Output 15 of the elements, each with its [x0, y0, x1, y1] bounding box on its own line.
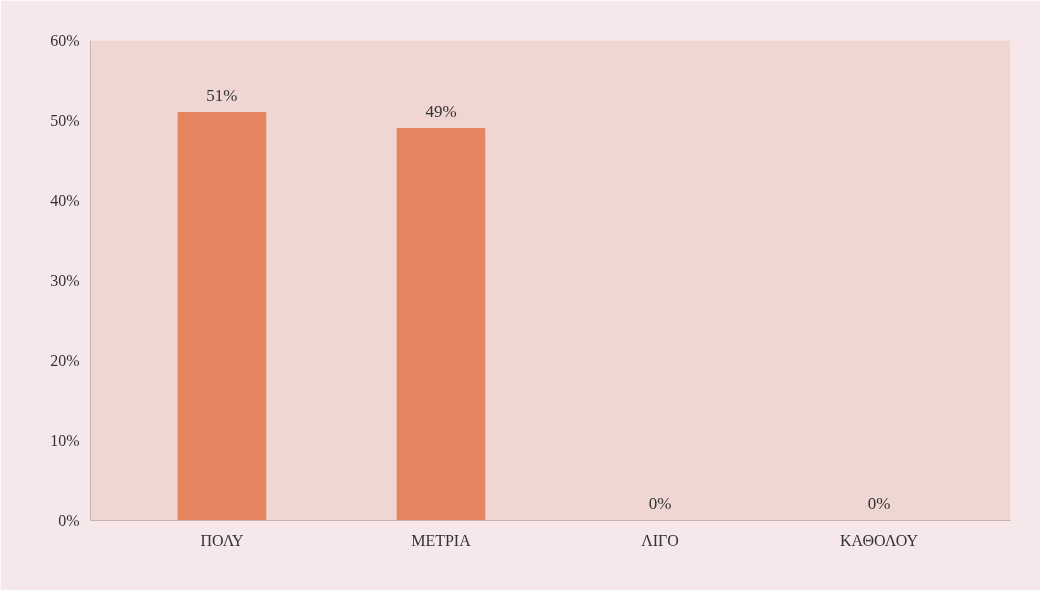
- y-tick-label: 30%: [50, 272, 80, 289]
- data-label: 49%: [425, 101, 457, 121]
- y-tick-label: 10%: [50, 432, 80, 449]
- x-tick-label: ΜΕΤΡΙΑ: [411, 531, 472, 549]
- y-tick-label: 60%: [50, 32, 80, 49]
- y-tick-label: 50%: [50, 112, 80, 129]
- data-label: 0%: [867, 493, 891, 513]
- y-tick-label: 0%: [58, 512, 80, 529]
- x-tick-label: ΚΑΘΟΛΟΥ: [840, 531, 919, 549]
- y-tick-label: 40%: [50, 192, 80, 209]
- data-label: 51%: [206, 85, 238, 105]
- data-label: 0%: [648, 493, 672, 513]
- x-tick-label: ΛΙΓΟ: [641, 531, 679, 549]
- x-tick-label: ΠΟΛΥ: [200, 531, 244, 549]
- y-tick-label: 20%: [50, 352, 80, 369]
